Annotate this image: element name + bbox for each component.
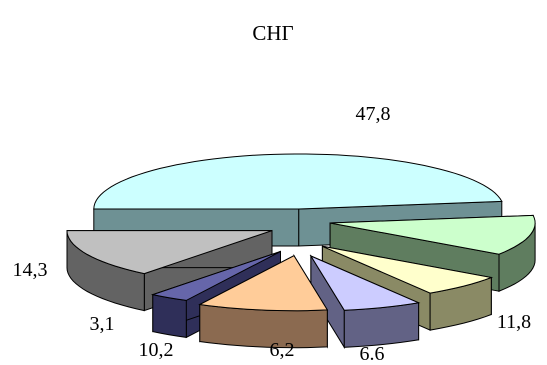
pie-slice-4 xyxy=(309,254,421,350)
slices-layer xyxy=(66,153,536,350)
slice-6-top xyxy=(150,251,281,301)
data-label-7: 14,3 xyxy=(13,259,48,281)
slice-6-rim xyxy=(152,293,187,338)
data-label-4: 6,2 xyxy=(270,339,295,361)
slice-3-top xyxy=(322,245,494,294)
chart-title: СНГ xyxy=(252,21,293,45)
data-label-1: 47,8 xyxy=(356,103,391,125)
data-label-3: 6.6 xyxy=(360,343,385,365)
pie-slice-5 xyxy=(198,253,329,349)
slice-7-top xyxy=(66,230,273,275)
slice-5-top xyxy=(198,255,329,312)
labels-layer: 47,8 11,8 6.6 6,2 10,2 3,1 14,3 xyxy=(13,103,532,365)
data-label-5: 10,2 xyxy=(139,339,174,361)
data-label-2: 11,8 xyxy=(497,311,531,333)
data-label-6: 3,1 xyxy=(90,313,115,335)
slice-1-top xyxy=(93,153,503,210)
slice-2-top xyxy=(330,214,536,255)
slice-4-top xyxy=(309,254,421,311)
